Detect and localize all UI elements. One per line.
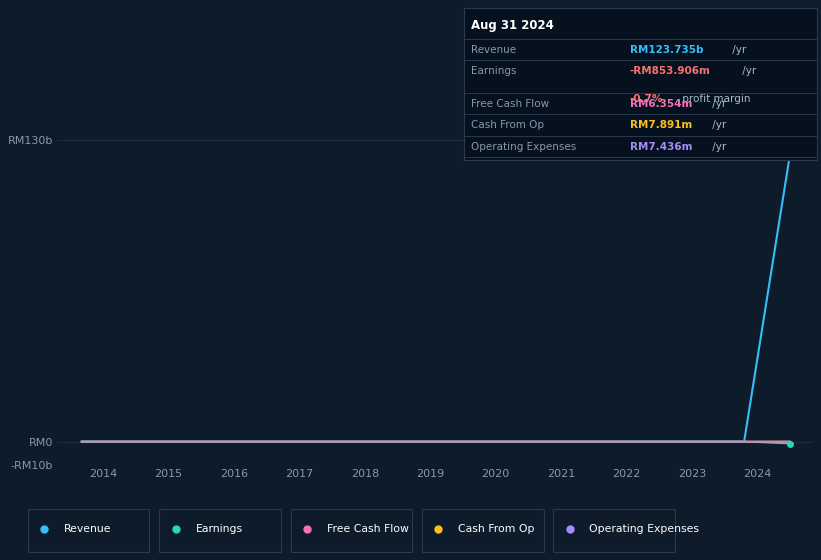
Text: Revenue: Revenue (64, 524, 112, 534)
Text: profit margin: profit margin (679, 94, 750, 104)
Text: Free Cash Flow: Free Cash Flow (471, 99, 549, 109)
Text: /yr: /yr (709, 120, 726, 130)
Text: RM123.735b: RM123.735b (630, 45, 704, 55)
Text: Earnings: Earnings (471, 66, 516, 76)
Text: -0.7%: -0.7% (630, 94, 663, 104)
Text: Revenue: Revenue (471, 45, 516, 55)
Text: /yr: /yr (729, 45, 746, 55)
Text: /yr: /yr (709, 99, 726, 109)
Text: Operating Expenses: Operating Expenses (471, 142, 576, 152)
Text: Aug 31 2024: Aug 31 2024 (471, 19, 554, 32)
Text: Operating Expenses: Operating Expenses (589, 524, 699, 534)
Text: /yr: /yr (739, 66, 756, 76)
FancyBboxPatch shape (28, 509, 149, 552)
Text: Cash From Op: Cash From Op (471, 120, 544, 130)
Text: RM7.436m: RM7.436m (630, 142, 692, 152)
FancyBboxPatch shape (291, 509, 412, 552)
Text: /yr: /yr (709, 142, 726, 152)
Text: RM7.891m: RM7.891m (630, 120, 692, 130)
FancyBboxPatch shape (159, 509, 281, 552)
Text: Earnings: Earnings (195, 524, 242, 534)
Text: Cash From Op: Cash From Op (458, 524, 534, 534)
Text: -RM853.906m: -RM853.906m (630, 66, 711, 76)
FancyBboxPatch shape (553, 509, 675, 552)
Text: Free Cash Flow: Free Cash Flow (327, 524, 409, 534)
Text: RM6.354m: RM6.354m (630, 99, 692, 109)
FancyBboxPatch shape (422, 509, 544, 552)
